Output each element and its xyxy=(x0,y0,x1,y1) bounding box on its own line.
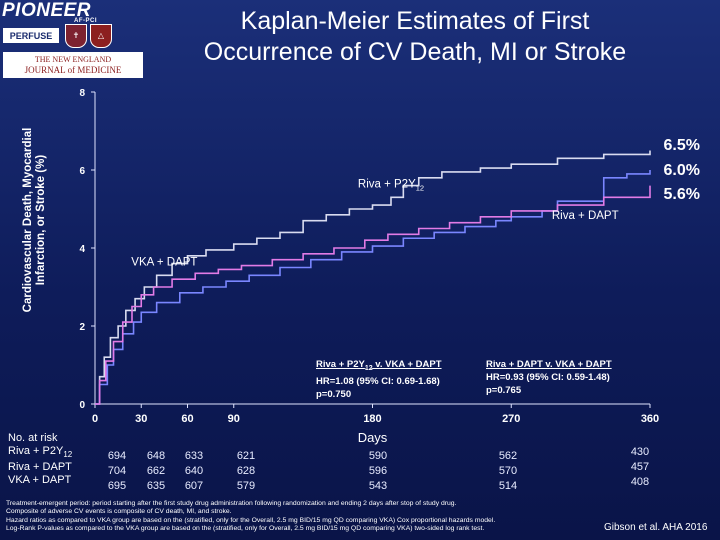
risk-cell: 648 xyxy=(146,450,166,462)
y-tick-label: 2 xyxy=(79,322,85,333)
risk-cell: 457 xyxy=(630,461,650,473)
series-line-riva-p2y12 xyxy=(95,150,651,405)
series-line-riva-dapt xyxy=(95,170,651,405)
nejm-logo: THE NEW ENGLAND JOURNAL of MEDICINE xyxy=(3,52,143,78)
risk-cell: 590 xyxy=(368,450,388,462)
series-label-riva-p2y12: Riva + P2Y12 xyxy=(358,179,424,193)
x-axis-label: Days xyxy=(358,430,388,445)
risk-cell: 430 xyxy=(630,446,650,458)
y-tick-label: 4 xyxy=(79,244,85,255)
chart-lines xyxy=(95,150,651,405)
series-label-subscript: 12 xyxy=(416,184,424,193)
risk-cell: 704 xyxy=(107,465,127,477)
risk-cell: 543 xyxy=(368,480,388,492)
risk-cell: 621 xyxy=(236,450,256,462)
final-pct-riva-dapt: 6.0% xyxy=(663,162,700,179)
final-pct-riva-p2y12: 6.5% xyxy=(663,137,700,154)
x-tick-label: 360 xyxy=(641,413,659,425)
hr-box-riva-p2y12: Riva + P2Y12 v. VKA + DAPT HR=1.08 (95% … xyxy=(316,359,442,400)
x-tick-label: 180 xyxy=(363,413,381,425)
shield-icon: ✝ xyxy=(65,24,87,48)
risk-row-label-vka-dapt: VKA + DAPT xyxy=(8,474,72,487)
risk-cell: 562 xyxy=(498,450,518,462)
risk-cell: 695 xyxy=(107,480,127,492)
chart-axes: 0 2 4 6 8 0 30 60 90 180 270 360 Days xyxy=(79,88,659,445)
hr-box-riva-dapt: Riva + DAPT v. VKA + DAPT HR=0.93 (95% C… xyxy=(486,359,612,396)
risk-cell: 570 xyxy=(498,465,518,477)
y-tick-label: 0 xyxy=(79,400,85,411)
risk-cell: 607 xyxy=(184,480,204,492)
risk-cell: 662 xyxy=(146,465,166,477)
series-line-vka-dapt xyxy=(95,185,651,405)
chart-labels: Riva + P2Y12 Riva + DAPT VKA + DAPT xyxy=(131,179,618,269)
y-tick-label: 8 xyxy=(79,88,85,99)
risk-row-label-riva-dapt: Riva + DAPT xyxy=(8,461,72,474)
risk-cell: 596 xyxy=(368,465,388,477)
x-tick-label: 90 xyxy=(228,413,240,425)
risk-cell: 635 xyxy=(146,480,166,492)
risk-row-label-riva-p2y12: Riva + P2Y12 xyxy=(8,445,73,460)
risk-table-labels: No. at risk Riva + P2Y12 Riva + DAPT VKA… xyxy=(8,432,72,487)
pioneer-logo: PIONEER AF-PCI xyxy=(2,0,97,24)
perfuse-logo: PERFUSE xyxy=(3,28,59,43)
risk-cell: 628 xyxy=(236,465,256,477)
title-line-1: Kaplan-Meier Estimates of First xyxy=(240,7,590,35)
x-tick-label: 60 xyxy=(181,413,193,425)
risk-table-header: No. at risk xyxy=(8,432,58,444)
risk-cell: 640 xyxy=(184,465,204,477)
page-title: Kaplan-Meier Estimates of First Occurren… xyxy=(150,6,680,68)
series-label-vka-dapt: VKA + DAPT xyxy=(131,257,197,269)
title-line-2: Occurrence of CV Death, MI or Stroke xyxy=(203,38,627,66)
risk-cell: 694 xyxy=(107,450,127,462)
final-pct-vka-dapt: 5.6% xyxy=(663,186,700,203)
risk-cell: 408 xyxy=(630,476,650,488)
logo-area: PIONEER AF-PCI PERFUSE ✝ △ THE NEW ENGLA… xyxy=(0,0,150,80)
y-tick-label: 6 xyxy=(79,166,85,177)
risk-cell: 579 xyxy=(236,480,256,492)
risk-cell: 633 xyxy=(184,450,204,462)
x-tick-label: 0 xyxy=(92,413,98,425)
risk-cell: 514 xyxy=(498,480,518,492)
harvard-crest-icon: △ xyxy=(90,24,112,48)
citation: Gibson et al. AHA 2016 xyxy=(604,522,708,533)
footnotes: Treatment-emergent period: period starti… xyxy=(6,500,496,533)
x-tick-label: 30 xyxy=(135,413,147,425)
x-tick-label: 270 xyxy=(502,413,520,425)
series-label-riva-dapt: Riva + DAPT xyxy=(552,210,619,222)
